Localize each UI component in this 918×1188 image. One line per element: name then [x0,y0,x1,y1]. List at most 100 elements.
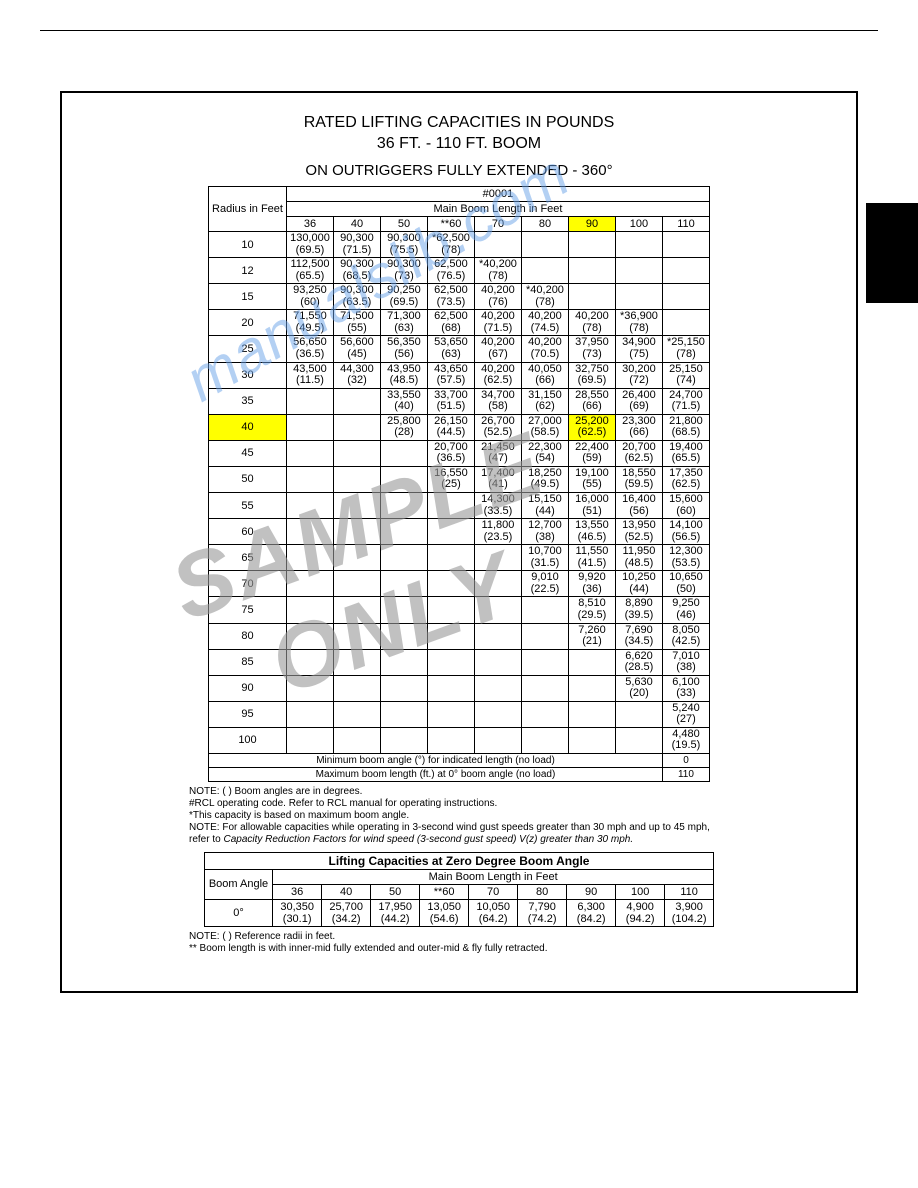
capacity-cell: 14,300(33.5) [474,493,521,519]
capacity-cell: 25,200(62.5) [568,414,615,440]
radius-cell: 55 [209,493,287,519]
capacity-cell: 93,250(60) [286,284,333,310]
capacity-cell: 4,480(19.5) [662,727,709,753]
capacity-cell: 11,950(48.5) [615,545,662,571]
capacity-cell: 130,000(69.5) [286,232,333,258]
capacity-cell [333,519,380,545]
capacity-cell: 27,000(58.5) [521,414,568,440]
capacity-cell [333,545,380,571]
capacity-cell [380,597,427,623]
capacity-cell: 40,200(71.5) [474,310,521,336]
radius-cell: 40 [209,414,287,440]
foot-row-1: Minimum boom angle (°) for indicated len… [209,753,710,767]
capacity-cell: 71,550(49.5) [286,310,333,336]
capacity-cell [427,649,474,675]
capacity-cell [662,284,709,310]
capacity-cell [427,675,474,701]
radius-cell: 85 [209,649,287,675]
foot1-label: Minimum boom angle (°) for indicated len… [209,753,663,767]
capacity-cell: 71,300(63) [380,310,427,336]
zero-col-header: 90 [567,884,616,899]
zero-table: Lifting Capacities at Zero Degree Boom A… [204,852,714,927]
zero-col-header: 100 [616,884,665,899]
capacity-cell: 33,550(40) [380,388,427,414]
capacity-cell: 22,300(54) [521,440,568,466]
foot2-value: 110 [662,767,709,781]
zero-col-header: 110 [665,884,714,899]
capacity-cell [521,597,568,623]
capacity-cell: 90,300(63.5) [333,284,380,310]
capacity-cell [333,388,380,414]
capacity-cell: 8,510(29.5) [568,597,615,623]
capacity-cell: 7,260(21) [568,623,615,649]
capacity-cell: 40,200(76) [474,284,521,310]
capacity-cell: 8,050(42.5) [662,623,709,649]
capacity-cell: 9,920(36) [568,571,615,597]
radius-cell: 95 [209,701,287,727]
capacity-cell: 44,300(32) [333,362,380,388]
zero-cell: 25,700(34.2) [322,899,371,926]
capacity-cell: 43,950(48.5) [380,362,427,388]
capacity-cell: 9,250(46) [662,597,709,623]
table-row: 856,620(28.5)7,010(38) [209,649,710,675]
col-header: 50 [380,217,427,232]
zero-cell: 6,300(84.2) [567,899,616,926]
capacity-cell [286,493,333,519]
capacity-cell: 90,300(75.5) [380,232,427,258]
zero-col-header: 36 [273,884,322,899]
capacity-cell [568,232,615,258]
capacity-cell [568,258,615,284]
capacity-cell [662,258,709,284]
radius-cell: 30 [209,362,287,388]
capacity-cell [568,649,615,675]
title-line1: RATED LIFTING CAPACITIES IN POUNDS [82,113,836,134]
table-row: 4520,700(36.5)21,450(47)22,300(54)22,400… [209,440,710,466]
zero-cell: 30,350(30.1) [273,899,322,926]
capacity-cell: *40,200(78) [521,284,568,310]
table-row: 6011,800(23.5)12,700(38)13,550(46.5)13,9… [209,519,710,545]
capacity-cell: 21,800(68.5) [662,414,709,440]
capacity-cell: 23,300(66) [615,414,662,440]
capacity-cell [380,675,427,701]
capacity-cell: 40,200(62.5) [474,362,521,388]
zero-boom-header: Main Boom Length in Feet [273,869,714,884]
capacity-cell [615,284,662,310]
capacity-cell [333,675,380,701]
capacity-cell: 21,450(47) [474,440,521,466]
zero-col-header: 70 [469,884,518,899]
note-4b: Capacity Reduction Factors for wind spee… [223,834,633,845]
radius-cell: 80 [209,623,287,649]
capacity-cell: 30,200(72) [615,362,662,388]
capacity-cell [286,388,333,414]
capacity-cell [286,701,333,727]
capacity-cell: 53,650(63) [427,336,474,362]
capacity-cell [286,519,333,545]
capacity-cell [333,466,380,492]
title-block: RATED LIFTING CAPACITIES IN POUNDS 36 FT… [82,113,836,180]
col-header: 80 [521,217,568,232]
table-row: 905,630(20)6,100(33) [209,675,710,701]
capacity-cell: 56,600(45) [333,336,380,362]
note-2: #RCL operating code. Refer to RCL manual… [189,798,729,810]
capacity-cell: 7,690(34.5) [615,623,662,649]
note-3: *This capacity is based on maximum boom … [189,810,729,822]
capacity-cell: 5,630(20) [615,675,662,701]
capacity-cell: 90,300(71.5) [333,232,380,258]
capacity-cell: 28,550(66) [568,388,615,414]
capacity-cell: 14,100(56.5) [662,519,709,545]
capacity-cell [474,701,521,727]
capacity-cell: 17,400(41) [474,466,521,492]
capacity-cell [380,493,427,519]
table-row: 758,510(29.5)8,890(39.5)9,250(46) [209,597,710,623]
capacity-cell [615,232,662,258]
capacity-cell [427,545,474,571]
radius-cell: 25 [209,336,287,362]
capacity-cell [333,597,380,623]
zero-data-row: 0° 30,350(30.1)25,700(34.2)17,950(44.2)1… [204,899,713,926]
table-row: 1004,480(19.5) [209,727,710,753]
zero-title: Lifting Capacities at Zero Degree Boom A… [204,852,713,869]
table-row: 4025,800(28)26,150(44.5)26,700(52.5)27,0… [209,414,710,440]
capacity-cell: 43,500(11.5) [286,362,333,388]
capacity-cell: 40,050(66) [521,362,568,388]
capacity-cell [662,232,709,258]
